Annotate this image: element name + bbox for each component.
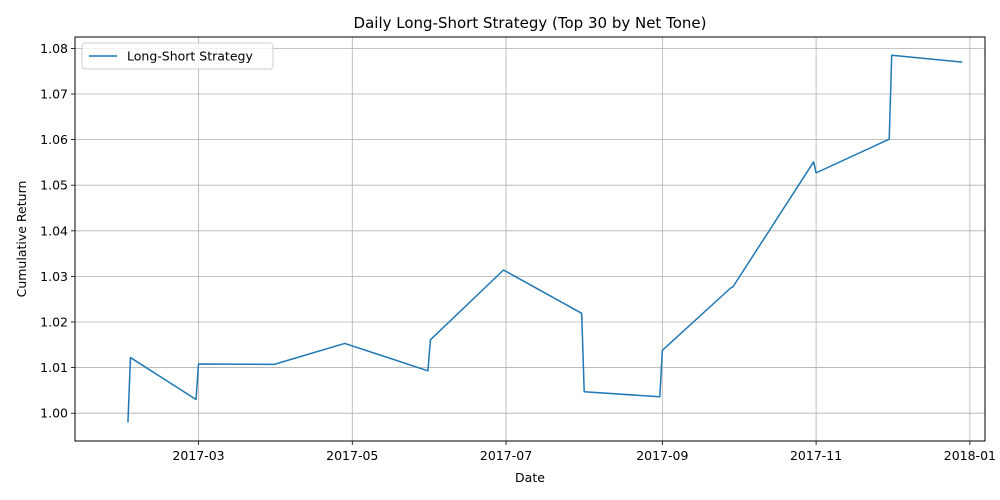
- y-axis: 1.00 1.01 1.02 1.03 1.04 1.05 1.06 1.07 1.08: [40, 41, 75, 421]
- x-axis: 2017-03 2017-05 2017-07 2017-09 2017-11 2018-…: [172, 441, 996, 463]
- y-axis-title: Cumulative Return: [14, 181, 29, 298]
- x-axis-title: Date: [515, 470, 545, 485]
- x-tick-label: 2017-07: [480, 448, 532, 463]
- chart-title: Daily Long-Short Strategy (Top 30 by Net…: [354, 14, 707, 32]
- y-tick-label: 1.01: [40, 360, 68, 375]
- y-tick-label: 1.04: [40, 223, 68, 238]
- x-tick-label: 2017-05: [326, 448, 378, 463]
- y-tick-label: 1.00: [40, 406, 68, 421]
- series-line-long-short-strategy: [127, 54, 963, 423]
- plot-area-frame: [74, 36, 986, 442]
- y-tick-label: 1.07: [40, 86, 68, 101]
- y-tick-label: 1.05: [40, 178, 68, 193]
- x-tick-label: 2017-03: [172, 448, 224, 463]
- y-tick-label: 1.02: [40, 314, 68, 329]
- y-tick-label: 1.06: [40, 132, 68, 147]
- x-tick-label: 2017-09: [636, 448, 688, 463]
- x-tick-label: 2018-01: [944, 448, 996, 463]
- legend-box: [81, 42, 274, 70]
- grid: [75, 37, 985, 441]
- y-tick-label: 1.03: [40, 269, 68, 284]
- legend-label: Long-Short Strategy: [127, 49, 253, 64]
- x-tick-label: 2017-11: [790, 448, 842, 463]
- y-tick-label: 1.08: [40, 41, 68, 56]
- legend: Long-Short Strategy: [81, 42, 274, 70]
